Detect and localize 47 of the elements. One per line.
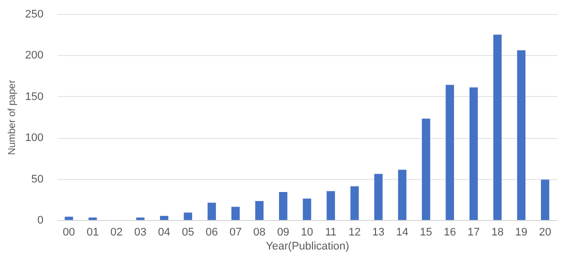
y-tick-label: 100: [25, 132, 44, 144]
x-tick-label: 12: [348, 226, 361, 238]
bar: [184, 212, 192, 220]
y-tick-label: 0: [37, 214, 44, 226]
bar: [64, 216, 74, 220]
x-tick-label: 20: [538, 226, 552, 238]
x-tick-label: 17: [468, 226, 480, 238]
x-tick-label: 14: [396, 226, 408, 238]
x-tick-label: 04: [158, 226, 170, 238]
x-tick-label: 15: [420, 226, 432, 238]
y-tick-label: 50: [31, 173, 44, 186]
x-tick-label: 19: [515, 226, 528, 238]
y-tick-label: 200: [25, 50, 44, 62]
x-tick-label: 11: [325, 226, 337, 238]
x-axis-title: Year(Publication): [266, 240, 350, 252]
y-axis-title: Number of paper: [7, 79, 18, 156]
bar: [302, 198, 312, 220]
x-tick-label: 08: [253, 226, 266, 238]
bar: [398, 170, 406, 220]
bar: [160, 216, 168, 220]
x-tick-label: 13: [372, 226, 385, 238]
x-tick-label: 05: [182, 226, 194, 238]
bar: [374, 174, 383, 220]
x-tick-label: 07: [229, 226, 242, 238]
bar: [446, 84, 454, 220]
x-tick-label: 18: [491, 226, 504, 238]
x-tick-label: 02: [110, 226, 123, 238]
x-tick-label: 00: [62, 226, 76, 238]
x-tick-label: 16: [444, 226, 456, 238]
bar: [255, 201, 264, 220]
x-tick-label: 01: [86, 226, 99, 238]
x-tick-label: 03: [134, 226, 146, 238]
x-tick-label: 06: [206, 226, 218, 238]
x-tick-label: 10: [300, 226, 314, 238]
bar: [422, 118, 430, 220]
bar: [350, 186, 359, 220]
bar: [540, 180, 550, 220]
bar: [326, 191, 335, 220]
bar: [493, 34, 502, 220]
y-tick-label: 150: [25, 90, 44, 103]
bar: [279, 192, 288, 220]
x-tick-label: 09: [277, 226, 290, 238]
bar: [208, 202, 216, 220]
bar: [517, 50, 526, 220]
bar: [470, 87, 478, 220]
bar: [231, 206, 240, 220]
y-tick-label: 250: [25, 8, 44, 20]
